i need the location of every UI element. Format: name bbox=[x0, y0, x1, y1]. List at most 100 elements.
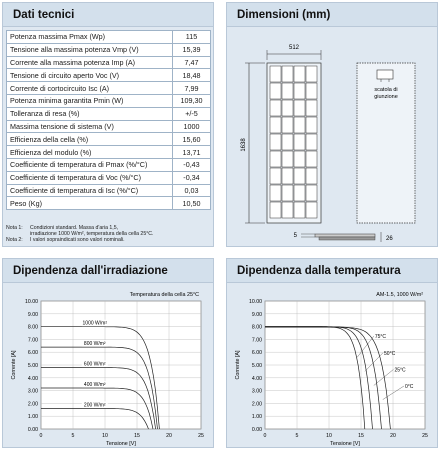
y-tick-label: 3.00 bbox=[28, 389, 38, 395]
spec-row: Efficienza del modulo (%) 13,71 bbox=[6, 145, 211, 159]
y-tick-label: 4.00 bbox=[252, 376, 262, 382]
solar-cell bbox=[269, 150, 282, 168]
dimensions-panel: Dimensioni (mm) 512 1638 scatola di giun… bbox=[226, 2, 438, 247]
series-line bbox=[41, 408, 149, 430]
spec-value: -0,43 bbox=[172, 157, 211, 172]
series-label-bg bbox=[81, 319, 108, 327]
y-tick-label: 2.00 bbox=[252, 401, 262, 407]
spec-label: Potenza massima Pmax (Wp) bbox=[6, 30, 173, 44]
solar-cell bbox=[293, 99, 306, 117]
solar-cell bbox=[269, 99, 282, 117]
module-frame-profile bbox=[318, 236, 376, 241]
junction-box-label-1: scatola di bbox=[374, 87, 397, 93]
y-tick-label: 2.00 bbox=[28, 401, 38, 407]
solar-cell bbox=[305, 184, 318, 202]
chart-title: AM-1.5, 1000 W/m² bbox=[376, 292, 423, 298]
spec-label: Coefficiente di temperatura di Pmax (%/°… bbox=[6, 157, 173, 172]
solar-cell bbox=[281, 82, 294, 100]
y-tick-label: 0.00 bbox=[252, 427, 262, 433]
x-tick-label: 15 bbox=[358, 433, 364, 439]
x-tick-label: 10 bbox=[326, 433, 332, 439]
x-tick-label: 0 bbox=[40, 433, 43, 439]
solar-cell bbox=[293, 184, 306, 202]
solar-cell bbox=[305, 99, 318, 117]
spec-value: 115 bbox=[172, 30, 211, 44]
series-leader-line bbox=[364, 352, 384, 372]
y-axis-label: Corrente [A] bbox=[235, 350, 241, 380]
solar-cell bbox=[281, 167, 294, 185]
y-tick-label: 10.00 bbox=[25, 299, 38, 305]
spec-value: +/-5 bbox=[172, 106, 211, 121]
irradiance-chart: 0.00 1.00 2.00 3.00 4.00 5.00 6.00 7.00 8.00 9.00… bbox=[11, 292, 204, 447]
junction-box bbox=[376, 69, 394, 80]
y-axis-label: Corrente [A] bbox=[11, 350, 17, 380]
series-label: 25°C bbox=[394, 367, 406, 373]
solar-cell bbox=[305, 150, 318, 168]
spec-table: Potenza massima Pmax (Wp) 115 Tensione all… bbox=[6, 30, 211, 211]
dimension-drawing: 512 1638 scatola di giunzione 5 26 bbox=[241, 45, 416, 242]
series-label: 200 W/m² bbox=[84, 403, 106, 409]
series-line bbox=[41, 326, 160, 430]
spec-label: Tolleranza di resa (%) bbox=[6, 106, 173, 121]
y-tick-label: 0.00 bbox=[28, 427, 38, 433]
spec-row: Peso (Kg) 10,50 bbox=[6, 196, 211, 211]
y-tick-label: 10.00 bbox=[249, 299, 262, 305]
y-tick-label: 1.00 bbox=[252, 414, 262, 420]
series-leader-line bbox=[357, 335, 374, 358]
spec-value: 15,60 bbox=[172, 132, 211, 147]
series-line bbox=[265, 326, 391, 430]
temperature-chart: 0.00 1.00 2.00 3.00 4.00 5.00 6.00 7.00 8.00 9.00… bbox=[235, 292, 428, 447]
solar-cell bbox=[269, 167, 282, 185]
series-leader-line bbox=[382, 385, 405, 400]
x-axis-label: Tensione [V] bbox=[106, 441, 136, 447]
solar-cell bbox=[281, 184, 294, 202]
series-label-bg bbox=[81, 360, 108, 368]
spec-value: 10,50 bbox=[172, 196, 211, 211]
series-line bbox=[41, 387, 154, 430]
note-text: irradiazione 1000 W/m², temperatura dell… bbox=[30, 231, 154, 238]
series-label: 400 W/m² bbox=[84, 382, 106, 388]
y-tick-label: 7.00 bbox=[28, 337, 38, 343]
y-tick-label: 5.00 bbox=[252, 363, 262, 369]
y-tick-label: 7.00 bbox=[252, 337, 262, 343]
spec-row: Coefficiente di temperatura di Voc (%/°C… bbox=[6, 170, 211, 185]
spec-row: Efficienza della cella (%) 15,60 bbox=[6, 132, 211, 147]
spec-value: 7,47 bbox=[172, 55, 211, 70]
solar-cell bbox=[305, 167, 318, 185]
chart-title: Temperatura della cella 25°C bbox=[130, 292, 199, 298]
note-text: Condizioni standard. Massa d'aria 1,5, bbox=[30, 225, 119, 231]
spec-row: Potenza minima garantita Pmin (W) 109,30 bbox=[6, 93, 211, 108]
series-label: 50°C bbox=[384, 351, 396, 357]
y-tick-label: 6.00 bbox=[28, 350, 38, 356]
spec-value: 7,99 bbox=[172, 81, 211, 95]
spec-label: Potenza minima garantita Pmin (W) bbox=[6, 93, 173, 108]
spec-value: 1000 bbox=[172, 119, 211, 134]
x-tick-label: 15 bbox=[134, 433, 140, 439]
spec-label: Coefficiente di temperatura di Isc (%/°C… bbox=[6, 183, 173, 198]
spec-row: Massima tensione di sistema (V) 1000 bbox=[6, 119, 211, 134]
solar-cell bbox=[281, 201, 294, 219]
y-tick-label: 5.00 bbox=[28, 363, 38, 369]
spec-label: Efficienza della cella (%) bbox=[6, 132, 173, 147]
solar-cell bbox=[293, 82, 306, 100]
height-label: 1638 bbox=[241, 138, 247, 152]
spec-value: 109,30 bbox=[172, 93, 211, 108]
module-side-profile bbox=[314, 233, 376, 238]
y-tick-label: 6.00 bbox=[252, 350, 262, 356]
spec-row: Corrente di cortocircuito Isc (A) 7,99 bbox=[6, 81, 211, 95]
spec-row: Potenza massima Pmax (Wp) 115 bbox=[6, 30, 211, 44]
solar-cell bbox=[305, 65, 318, 83]
spec-label: Corrente alla massima potenza Imp (A) bbox=[6, 55, 173, 70]
spec-label: Coefficiente di temperatura di Voc (%/°C… bbox=[6, 170, 173, 185]
spec-row: Tensione alla massima potenza Vmp (V) 15,… bbox=[6, 42, 211, 57]
series-label: 600 W/m² bbox=[84, 362, 106, 368]
series-line bbox=[265, 326, 382, 430]
notes: Nota 1: Condizioni standard. Massa d'aria… bbox=[6, 225, 153, 244]
x-tick-label: 25 bbox=[422, 433, 428, 439]
solar-cell bbox=[269, 65, 282, 83]
solar-cell bbox=[293, 167, 306, 185]
spec-value: -0,34 bbox=[172, 170, 211, 185]
x-tick-label: 10 bbox=[102, 433, 108, 439]
spec-value: 15,39 bbox=[172, 42, 211, 57]
solar-cell bbox=[281, 99, 294, 117]
